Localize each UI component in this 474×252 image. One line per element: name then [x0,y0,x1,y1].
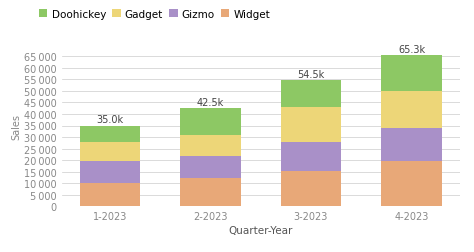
Bar [382,91,442,128]
Bar [80,184,140,207]
Bar [80,126,140,142]
Bar [281,81,341,108]
Bar [281,171,341,207]
Text: 35.0k: 35.0k [96,115,123,125]
Bar [80,162,140,184]
Text: 42.5k: 42.5k [197,98,224,108]
Bar [180,109,241,135]
Bar [80,142,140,162]
Bar [382,162,442,207]
Bar [180,156,241,178]
Bar [281,142,341,171]
X-axis label: Quarter-Year: Quarter-Year [228,226,293,236]
Bar [180,135,241,156]
Bar [180,178,241,207]
Bar [281,108,341,142]
Legend: Doohickey, Gadget, Gizmo, Widget: Doohickey, Gadget, Gizmo, Widget [35,5,274,24]
Text: 54.5k: 54.5k [297,70,325,80]
Bar [382,56,442,91]
Y-axis label: Sales: Sales [11,113,21,139]
Text: 65.3k: 65.3k [398,45,425,55]
Bar [382,128,442,162]
